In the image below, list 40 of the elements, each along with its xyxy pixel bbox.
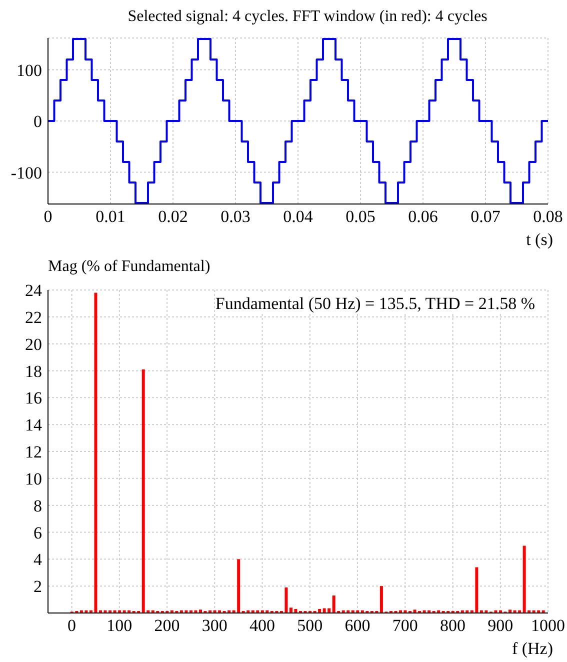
x-tick-label: 0.05 xyxy=(346,207,376,226)
y-tick-label: 22 xyxy=(25,308,42,327)
y-tick-label: 14 xyxy=(25,416,42,435)
y-tick-label: -100 xyxy=(10,163,42,182)
x-tick-label: 0.06 xyxy=(408,207,438,226)
x-tick-label: 0.07 xyxy=(470,207,501,226)
y-tick-label: 8 xyxy=(34,496,42,516)
x-tick-label: 500 xyxy=(297,616,323,636)
x-tick-label: 200 xyxy=(154,616,180,636)
x-tick-label: 800 xyxy=(440,616,466,636)
y-tick-label: 16 xyxy=(25,388,42,408)
x-tick-label: 100 xyxy=(106,616,132,636)
x-tick-label: 0.08 xyxy=(533,207,563,226)
y-tick-label: 4 xyxy=(34,550,42,570)
y-tick-label: 10 xyxy=(25,469,42,488)
y-tick-label: 6 xyxy=(34,523,42,542)
y-tick-label: 12 xyxy=(25,442,42,462)
x-tick-label: 0.04 xyxy=(283,207,314,226)
y-tick-label: 100 xyxy=(16,60,42,80)
x-tick-label: 0.02 xyxy=(158,207,188,226)
y-tick-label: 20 xyxy=(25,334,42,354)
y-axis-title: Mag (% of Fundamental) xyxy=(48,257,212,277)
x-tick-label: 0.03 xyxy=(220,207,250,226)
y-tick-label: 2 xyxy=(34,577,42,596)
y-tick-label: 24 xyxy=(25,281,42,300)
x-tick-label: 300 xyxy=(202,616,228,636)
x-axis-title: f (Hz) xyxy=(510,639,554,659)
x-tick-label: 0 xyxy=(68,616,76,636)
x-tick-label: 900 xyxy=(488,616,514,636)
chart-title: Selected signal: 4 cycles. FFT window (in red): 4 cycles xyxy=(126,8,488,27)
y-tick-label: 0 xyxy=(34,112,42,132)
bar xyxy=(199,610,202,613)
x-tick-label: 600 xyxy=(344,616,370,636)
y-tick-label: 18 xyxy=(25,362,42,381)
x-tick-label: 700 xyxy=(392,616,418,636)
x-axis-title: t (s) xyxy=(525,230,554,250)
x-tick-label: 0.01 xyxy=(96,207,126,226)
x-tick-label: 1000 xyxy=(531,616,565,636)
annotation: Fundamental (50 Hz) = 135.5, THD = 21.58 % xyxy=(215,294,535,314)
x-tick-label: 400 xyxy=(250,616,276,636)
